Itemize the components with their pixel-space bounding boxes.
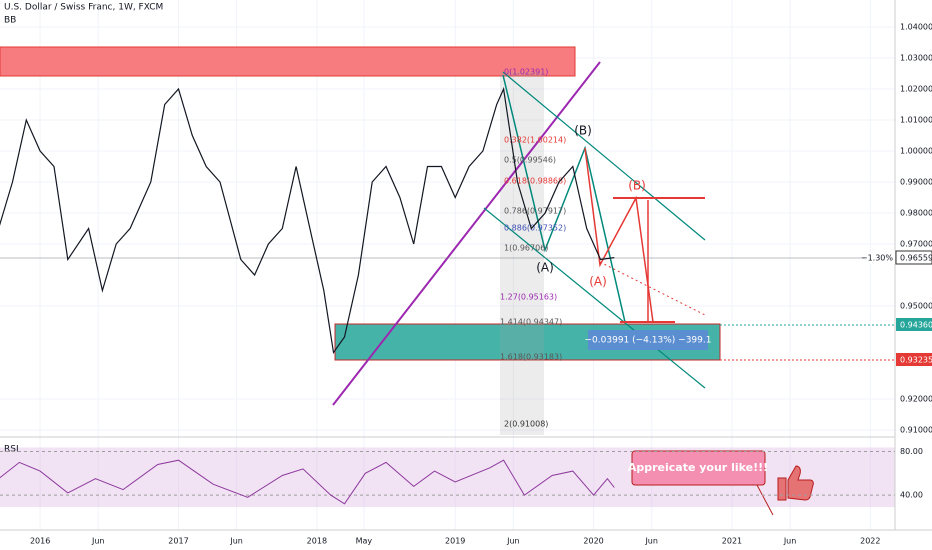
fib-label: 1.27(0.95163)	[500, 293, 557, 302]
trend-line	[332, 61, 601, 406]
x-tick-label: Jun	[229, 537, 243, 546]
change-tag-text: −1.30%	[861, 254, 894, 263]
wave	[584, 147, 654, 323]
x-tick-label: Jun	[506, 537, 520, 546]
price-tag-text: 0.96559	[900, 254, 932, 263]
change-tag	[865, 251, 895, 264]
rsi-line	[0, 459, 615, 505]
channel-line	[502, 71, 706, 241]
chart-title: U.S. Dollar / Swiss Franc, 1W, FXCM	[4, 3, 163, 13]
price-tag-text: 0.94360	[900, 321, 932, 330]
x-tick-label: 2018	[307, 537, 327, 546]
rsi-tick-label: 80.00	[900, 447, 923, 456]
y-tick-label: 0.92000	[900, 395, 932, 404]
indicator-label: BB	[4, 16, 16, 26]
fib-label: 1(0.96706)	[504, 244, 548, 253]
price-tag	[896, 353, 932, 366]
y-tick-label: 0.95000	[900, 302, 932, 311]
projection	[599, 261, 706, 316]
fib-label: 1.414(0.94347)	[500, 318, 562, 327]
fib-label: 2(0.91008)	[504, 420, 548, 429]
thumbs-up-icon	[777, 465, 814, 501]
x-tick-label: 2022	[860, 537, 880, 546]
price-tag	[896, 318, 932, 331]
price-tag	[895, 250, 932, 265]
fib-label: 0.382(1.00214)	[504, 136, 566, 145]
wave-label: (B)	[628, 179, 646, 193]
x-tick-label: 2019	[445, 537, 465, 546]
wave-label: (A)	[536, 261, 554, 275]
y-tick-label: 0.97000	[900, 240, 932, 249]
fib-label: 1.618(0.93183)	[500, 353, 562, 362]
rsi-tick-label: 40.00	[900, 491, 923, 500]
price-tag-text: 0.93235	[900, 356, 932, 365]
fib-range	[500, 72, 544, 435]
resistance-zone	[0, 46, 576, 77]
x-tick-label: 2017	[168, 537, 188, 546]
y-tick-label: 1.00000	[900, 147, 932, 156]
price-line	[0, 86, 615, 355]
x-tick-label: May	[356, 537, 373, 546]
callout-pointer	[756, 484, 774, 516]
x-tick-label: Jun	[783, 537, 797, 546]
channel-line	[483, 207, 706, 389]
y-tick-label: 1.01000	[900, 116, 932, 125]
y-tick-label: 1.04000	[900, 23, 932, 32]
x-tick-label: 2016	[30, 537, 50, 546]
fib-label: 0.886(0.97352)	[504, 224, 566, 233]
x-tick-label: Jun	[91, 537, 105, 546]
y-tick-label: 1.03000	[900, 54, 932, 63]
measure-label: −0.03991 (−4.13%) −399.1	[585, 336, 712, 346]
wave-label: (B)	[574, 124, 592, 138]
wave-label: (A)	[589, 275, 607, 289]
fib-label: 0.618(0.98868)	[504, 177, 566, 186]
callout-text: Appreicate your like!!!	[628, 461, 768, 474]
rsi-label: RSI	[4, 445, 19, 455]
wave	[502, 74, 626, 323]
y-tick-label: 0.98000	[900, 209, 932, 218]
fib-label: 0.786(0.97917)	[504, 207, 566, 216]
y-tick-label: 0.91000	[900, 426, 932, 435]
x-tick-label: Jun	[644, 537, 658, 546]
fib-label: 0.5(0.99546)	[504, 156, 556, 165]
x-tick-label: 2020	[583, 537, 603, 546]
y-tick-label: 0.99000	[900, 178, 932, 187]
x-tick-label: 2021	[722, 537, 742, 546]
measure-box	[588, 330, 708, 350]
fib-label: 0(1.02391)	[504, 68, 548, 77]
y-tick-label: 1.02000	[900, 85, 932, 94]
